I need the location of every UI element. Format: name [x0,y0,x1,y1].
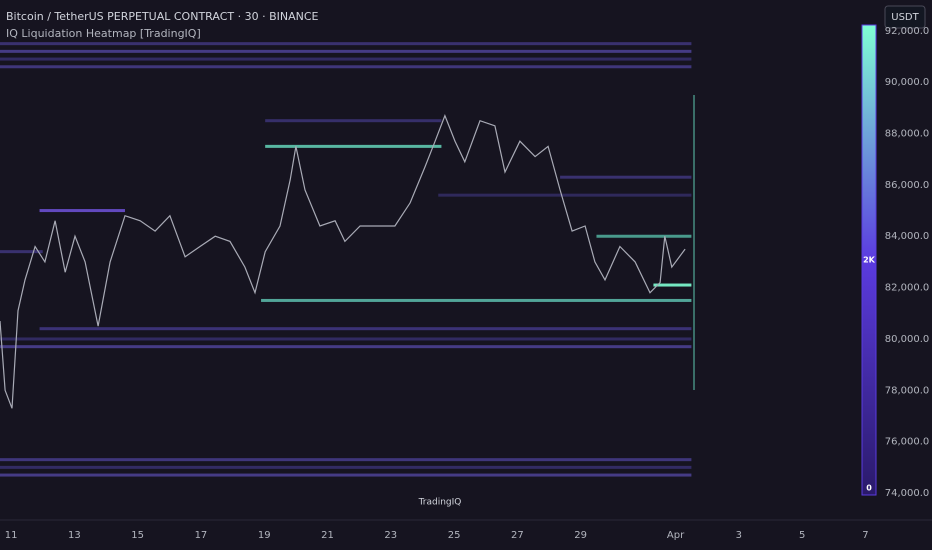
x-tick-label: 7 [862,530,868,541]
liquidation-level [560,175,692,179]
y-tick-label: 86,000.0 [885,180,930,191]
x-tick-label: 17 [195,530,208,541]
x-tick-label: 23 [384,530,397,541]
liquidation-level [0,473,692,477]
liquidation-level [0,42,692,46]
liquidation-level [0,465,692,469]
y-tick-label: 76,000.0 [885,437,930,448]
liquidation-level [0,65,692,69]
watermark: TradingIQ [418,498,462,508]
x-tick-label: 19 [258,530,271,541]
liquidation-level [0,337,692,341]
liquidation-level [0,49,692,53]
liquidation-level [653,283,692,287]
y-tick-label: 78,000.0 [885,385,930,396]
colorbar [861,24,877,496]
liquidation-level [265,144,442,148]
liquidation-level [39,327,692,331]
liquidation-level [0,250,43,254]
y-tick-label: 80,000.0 [885,334,930,345]
x-tick-label: 27 [511,530,524,541]
colorbar-label: 2K [863,256,876,265]
y-tick-label: 82,000.0 [885,283,930,294]
currency-button[interactable] [884,5,926,29]
x-tick-label: 13 [68,530,81,541]
y-tick-label: 90,000.0 [885,77,930,88]
currency-label[interactable]: USDT [891,12,919,23]
liquidation-level [596,234,692,238]
liquidation-level [0,57,692,61]
x-tick-label: 5 [799,530,805,541]
x-tick-label: 15 [131,530,144,541]
liquidation-level [0,345,692,349]
indicator-title: IQ Liquidation Heatmap [TradingIQ] [6,27,201,40]
x-tick-label: 25 [448,530,461,541]
y-tick-label: 88,000.0 [885,129,930,140]
liquidation-level [261,298,692,302]
chart-title: Bitcoin / TetherUS PERPETUAL CONTRACT · … [6,10,319,23]
liquidation-level [0,458,692,462]
x-tick-label: 3 [736,530,742,541]
colorbar-label: 0 [866,484,872,493]
y-tick-label: 74,000.0 [885,488,930,499]
y-tick-label: 84,000.0 [885,231,930,242]
liquidation-level [39,209,125,213]
liquidation-level [438,193,692,197]
x-tick-label: 21 [321,530,334,541]
x-tick-label: Apr [667,530,685,541]
liquidation-level [265,119,442,123]
y-tick-label: 92,000.0 [885,26,930,37]
price-line [0,113,686,409]
x-tick-label: 11 [5,530,18,541]
x-tick-label: 29 [574,530,587,541]
